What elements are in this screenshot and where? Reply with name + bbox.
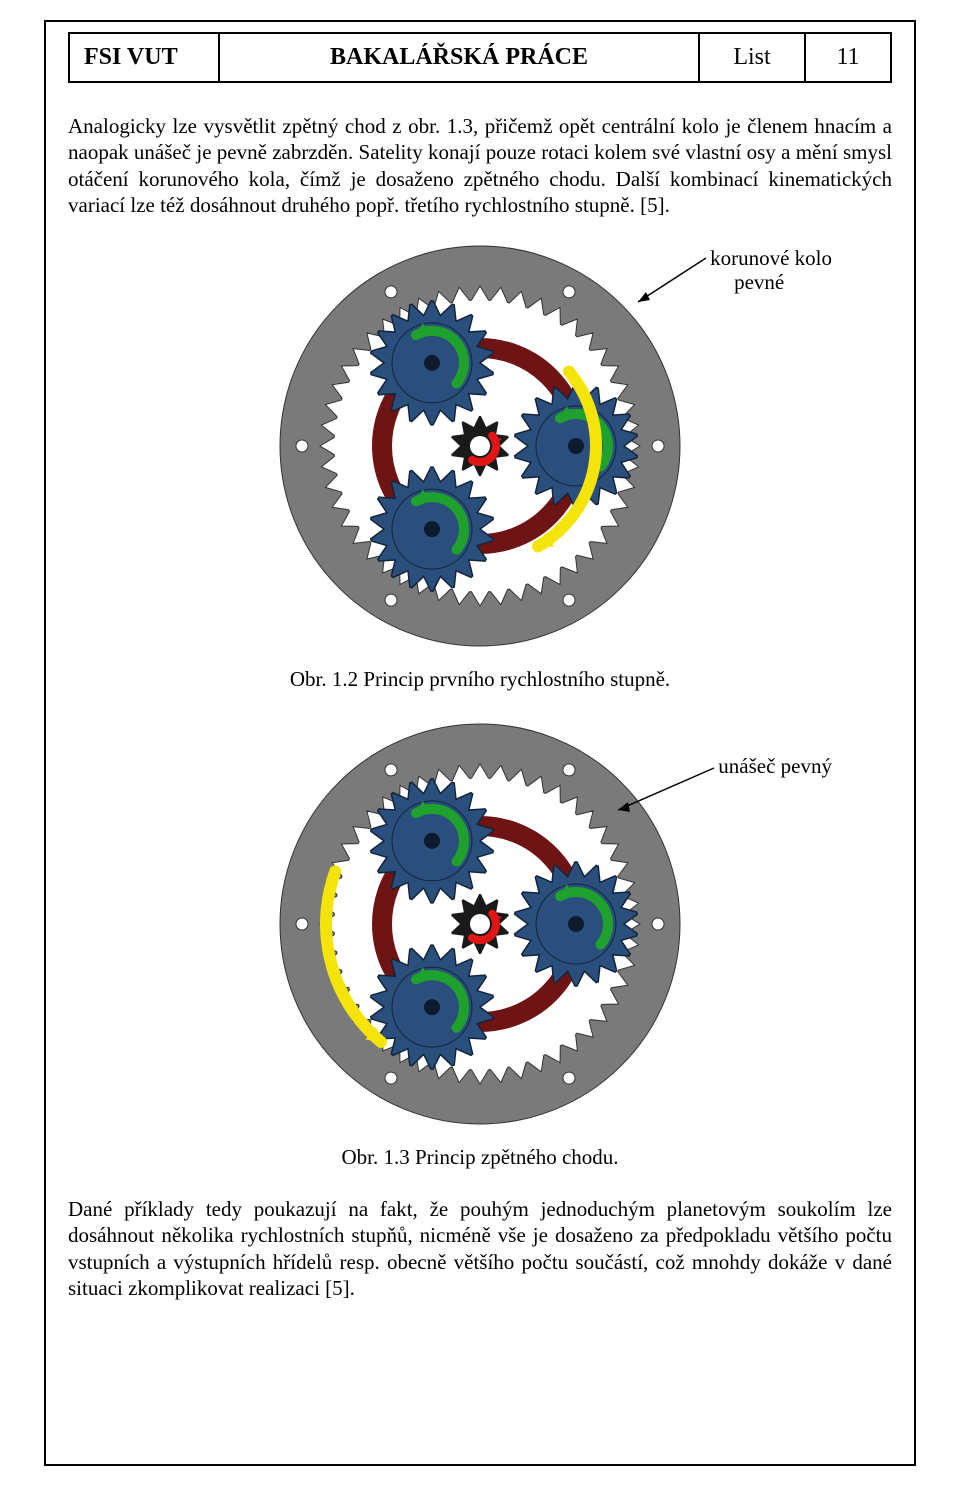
header-title: BAKALÁŘSKÁ PRÁCE bbox=[219, 33, 699, 82]
page-header: FSI VUT BAKALÁŘSKÁ PRÁCE List 11 bbox=[68, 32, 892, 83]
figure-1-3: unášeč pevný bbox=[68, 714, 892, 1139]
leader-line-icon bbox=[630, 252, 710, 312]
header-list-label: List bbox=[699, 33, 805, 82]
paragraph-intro: Analogicky lze vysvětlit zpětný chod z o… bbox=[68, 113, 892, 218]
annotation-line1: korunové kolo bbox=[710, 246, 832, 270]
figure-1-2: korunové kolo pevné bbox=[68, 236, 892, 661]
figure-2-annotation: unášeč pevný bbox=[718, 754, 832, 778]
figure-1-caption: Obr. 1.2 Princip prvního rychlostního st… bbox=[68, 667, 892, 692]
leader-line-icon bbox=[610, 762, 720, 822]
annotation-line2: pevné bbox=[734, 270, 784, 294]
annotation-text: unášeč pevný bbox=[718, 754, 832, 778]
figure-1-annotation: korunové kolo pevné bbox=[710, 246, 832, 294]
figure-2-caption: Obr. 1.3 Princip zpětného chodu. bbox=[68, 1145, 892, 1170]
planetary-gear-diagram-1 bbox=[270, 236, 690, 656]
header-institution: FSI VUT bbox=[69, 33, 219, 82]
paragraph-conclusion: Dané příklady tedy poukazují na fakt, že… bbox=[68, 1196, 892, 1301]
header-page-number: 11 bbox=[805, 33, 891, 82]
